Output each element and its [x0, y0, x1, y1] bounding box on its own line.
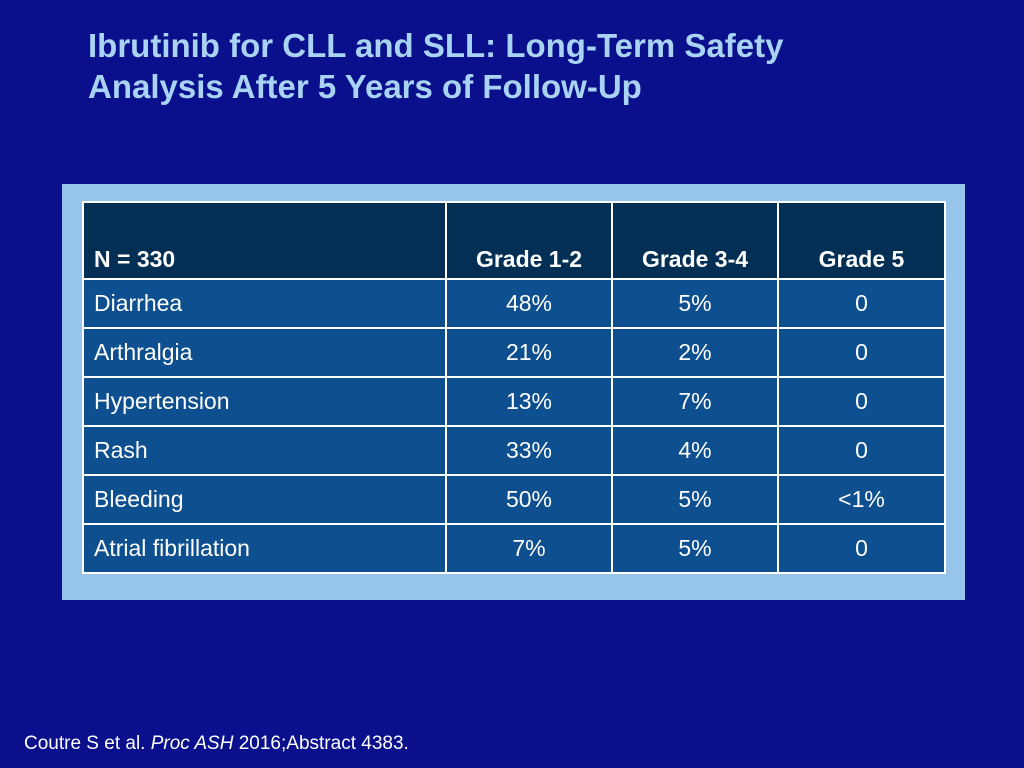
table-row: Atrial fibrillation 7% 5% 0	[82, 523, 946, 574]
adverse-event-name: Rash	[82, 425, 447, 476]
grade-5-value: <1%	[777, 474, 946, 525]
grade-5-value: 0	[777, 327, 946, 378]
table-row: Rash 33% 4% 0	[82, 425, 946, 476]
adverse-event-name: Arthralgia	[82, 327, 447, 378]
table-row: Diarrhea 48% 5% 0	[82, 278, 946, 329]
header-grade-5: Grade 5	[777, 201, 946, 280]
grade-1-2-value: 33%	[445, 425, 613, 476]
grade-3-4-value: 5%	[611, 523, 779, 574]
slide-title: Ibrutinib for CLL and SLL: Long-Term Saf…	[88, 25, 968, 107]
safety-table: N = 330 Grade 1-2 Grade 3-4 Grade 5 Diar…	[82, 201, 946, 574]
grade-5-value: 0	[777, 425, 946, 476]
citation-details: 2016;Abstract 4383.	[238, 733, 409, 754]
grade-1-2-value: 7%	[445, 523, 613, 574]
table-row: Arthralgia 21% 2% 0	[82, 327, 946, 378]
slide-title-line-2: Analysis After 5 Years of Follow-Up	[88, 68, 642, 105]
grade-3-4-value: 4%	[611, 425, 779, 476]
table-header-row: N = 330 Grade 1-2 Grade 3-4 Grade 5	[82, 201, 946, 280]
grade-3-4-value: 7%	[611, 376, 779, 427]
adverse-event-name: Bleeding	[82, 474, 447, 525]
slide-title-line-1: Ibrutinib for CLL and SLL: Long-Term Saf…	[88, 27, 784, 64]
grade-5-value: 0	[777, 376, 946, 427]
citation: Coutre S et al. Proc ASH 2016;Abstract 4…	[24, 733, 409, 755]
grade-5-value: 0	[777, 278, 946, 329]
grade-1-2-value: 21%	[445, 327, 613, 378]
grade-1-2-value: 50%	[445, 474, 613, 525]
table-frame: N = 330 Grade 1-2 Grade 3-4 Grade 5 Diar…	[62, 184, 965, 600]
grade-3-4-value: 5%	[611, 474, 779, 525]
grade-1-2-value: 13%	[445, 376, 613, 427]
header-grade-3-4: Grade 3-4	[611, 201, 779, 280]
table-row: Bleeding 50% 5% <1%	[82, 474, 946, 525]
grade-3-4-value: 5%	[611, 278, 779, 329]
grade-5-value: 0	[777, 523, 946, 574]
table-row: Hypertension 13% 7% 0	[82, 376, 946, 427]
citation-journal: Proc ASH	[150, 733, 234, 754]
adverse-event-name: Atrial fibrillation	[82, 523, 447, 574]
grade-3-4-value: 2%	[611, 327, 779, 378]
adverse-event-name: Diarrhea	[82, 278, 447, 329]
grade-1-2-value: 48%	[445, 278, 613, 329]
header-grade-1-2: Grade 1-2	[445, 201, 613, 280]
citation-authors: Coutre S et al.	[24, 733, 146, 754]
header-population: N = 330	[82, 201, 447, 280]
adverse-event-name: Hypertension	[82, 376, 447, 427]
